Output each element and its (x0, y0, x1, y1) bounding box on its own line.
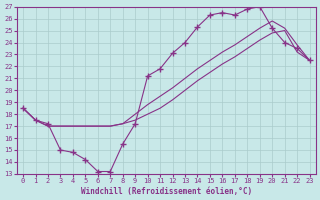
X-axis label: Windchill (Refroidissement éolien,°C): Windchill (Refroidissement éolien,°C) (81, 187, 252, 196)
